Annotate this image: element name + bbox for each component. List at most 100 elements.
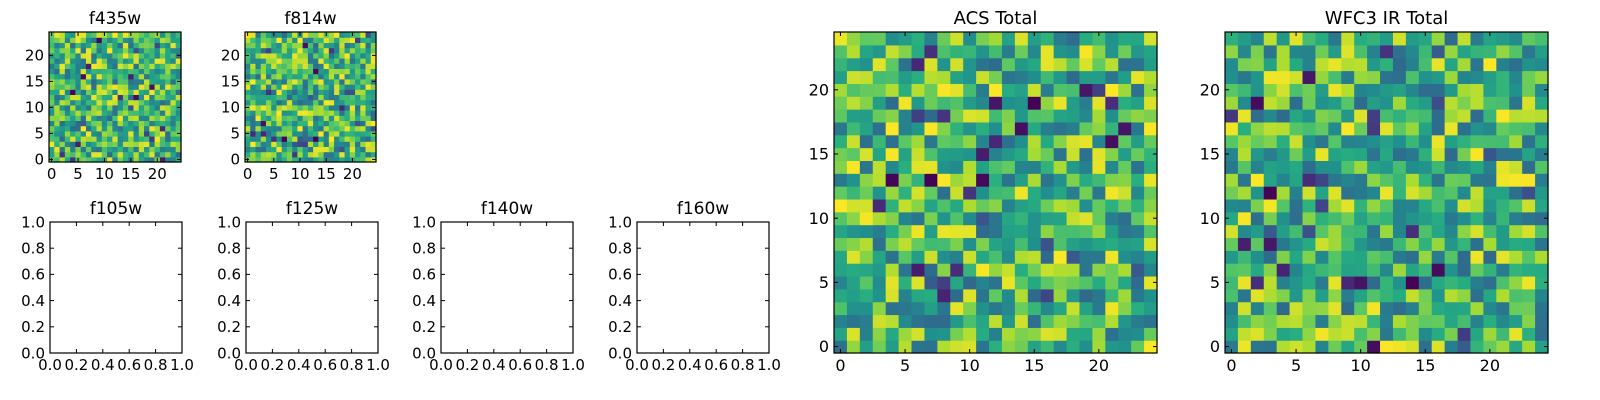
pixel-cell [1027,160,1042,174]
y-tick-label: 0.6 [21,266,45,284]
pixel-cell [1392,83,1407,97]
pixel-cell [1380,83,1394,97]
pixel-cell [1431,173,1446,187]
pixel-cell [1535,70,1549,84]
pixel-cell [1237,340,1252,354]
pixel-cell [1522,134,1536,149]
pixel-cell [292,47,298,54]
pixel-cell [1470,224,1484,239]
pixel-cell [360,151,367,158]
pixel-cell [1509,211,1523,226]
pixel-cell [1457,198,1472,213]
pixel-cell [1380,173,1394,187]
pixel-cell [1354,121,1368,136]
pixel-cell [1405,224,1420,239]
pixel-cell [91,156,98,163]
pixel-cell [1079,57,1093,72]
pixel-cell [355,146,361,153]
pixel-cell [323,78,330,85]
pixel-cell [144,94,150,101]
pixel-cell [1315,44,1329,59]
pixel-cell [1144,263,1158,277]
pixel-cell [349,63,356,69]
pixel-cell [1079,250,1093,264]
pixel-cell [297,115,304,121]
pixel-cell [292,37,298,43]
pixel-cell [1105,211,1119,226]
pixel-cell [70,73,76,80]
pixel-cell [70,63,76,69]
pixel-cell [1263,198,1278,213]
pixel-cell [1079,224,1093,239]
pixel-cell [75,37,82,43]
pixel-cell [149,32,156,38]
pixel-cell [1237,250,1252,264]
pixel-cell [1470,121,1484,136]
pixel-cell [1367,224,1381,239]
pixel-cell [349,52,356,59]
pixel-cell [339,42,346,49]
pixel-cell [872,121,887,136]
pixel-cell [112,125,119,132]
pixel-cell [1470,263,1484,277]
pixel-cell [339,32,346,38]
pixel-cell [1354,288,1368,303]
pixel-cell [872,198,887,213]
pixel-cell [911,301,926,316]
pixel-cell [85,32,92,38]
pixel-cell [260,63,267,69]
pixel-cell [128,94,135,101]
pixel-cell [1328,134,1342,149]
pixel-cell [313,42,319,49]
pixel-cell [54,68,61,75]
pixel-cell [1105,198,1119,213]
pixel-cell [1470,186,1484,200]
pixel-cell [91,47,98,54]
pixel-cell [1131,198,1145,213]
pixel-cell [1341,186,1355,200]
pixel-cell [1053,134,1068,149]
pixel-cell [138,58,145,64]
pixel-cell [318,84,325,90]
x-tick-label: 0.6 [704,356,728,374]
pixel-cell [297,42,304,49]
pixel-cell [963,173,977,187]
pixel-cell [154,52,161,59]
pixel-cell [1118,224,1132,239]
pixel-cell [1144,237,1158,251]
pixel-cell [64,47,71,54]
pixel-cell [133,156,140,163]
pixel-cell [107,104,113,111]
y-tick-label: 10 [25,99,44,117]
pixel-cell [112,104,119,111]
pixel-cell [313,63,319,69]
pixel-cell [1105,70,1119,84]
pixel-cell [1040,340,1055,354]
y-tick-label: 0.2 [608,318,632,336]
pixel-cell [365,94,372,101]
pixel-cell [1237,70,1252,84]
pixel-cell [1250,288,1265,303]
pixel-cell [1522,250,1536,264]
y-tick-label: 5 [819,273,829,292]
pixel-cell [260,73,267,80]
pixel-cell [302,68,309,75]
pixel-cell [1341,70,1355,84]
pixel-cell [1457,160,1472,174]
pixel-cell [334,104,340,111]
pixel-cell [175,141,182,147]
pixel-cell [1457,134,1472,149]
pixel-cell [170,104,177,111]
pixel-cell [1535,288,1549,303]
pixel-cell [1105,340,1119,354]
pixel-cell [1315,263,1329,277]
pixel-cell [1263,186,1278,200]
pixel-cell [302,99,309,106]
pixel-cell [1496,288,1510,303]
pixel-cell [1367,70,1381,84]
y-tick-label: 0.2 [217,318,241,336]
pixel-cell [1354,237,1368,251]
x-tick-label: 10 [95,165,114,183]
pixel-cell [101,125,108,132]
pixel-cell [154,104,161,111]
